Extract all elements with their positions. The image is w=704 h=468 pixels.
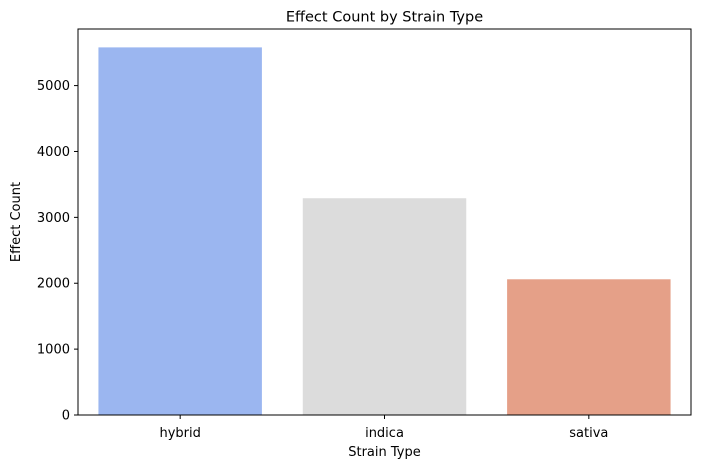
bar-hybrid: [98, 47, 262, 415]
x-tick-label: sativa: [569, 426, 608, 441]
x-tick-label: indica: [365, 426, 404, 441]
y-tick-label: 1000: [37, 343, 70, 358]
y-axis: 0 1000 2000 3000 4000 5000: [37, 79, 78, 424]
y-tick-label: 3000: [37, 211, 70, 226]
bars-group: [98, 47, 671, 415]
x-axis: hybrid indica sativa: [159, 415, 608, 441]
bar-indica: [302, 198, 467, 415]
x-axis-title: Strain Type: [348, 445, 421, 460]
y-tick-label: 4000: [37, 145, 70, 160]
y-tick-label: 2000: [37, 277, 70, 292]
bar-sativa: [507, 279, 671, 415]
y-axis-title: Effect Count: [9, 182, 24, 262]
y-tick-label: 0: [62, 409, 70, 424]
chart-title: Effect Count by Strain Type: [286, 10, 483, 26]
x-tick-label: hybrid: [159, 426, 200, 441]
y-tick-label: 5000: [37, 79, 70, 94]
